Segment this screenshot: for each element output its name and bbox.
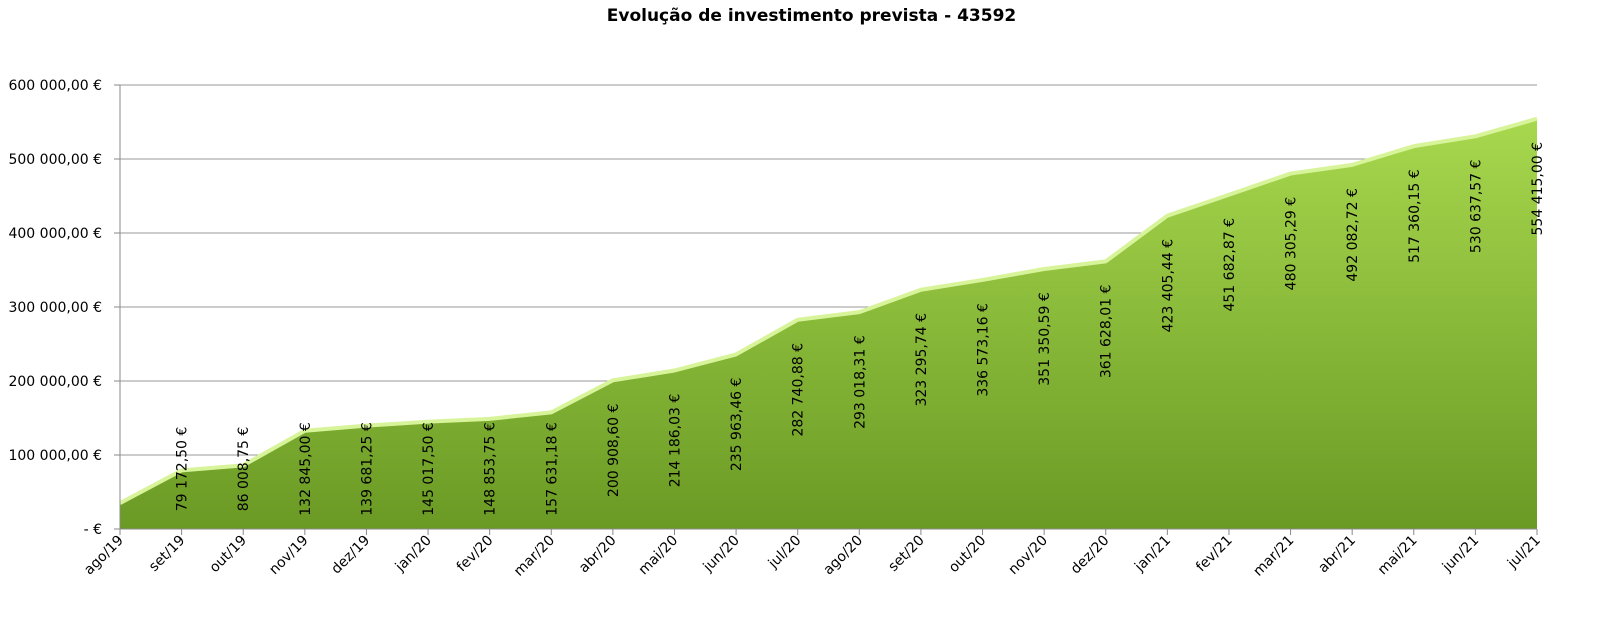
data-label: 351 350,59 € [1037,292,1053,386]
y-tick-label: 500 000,00 € [8,152,102,168]
data-label: 86 008,75 € [236,427,252,512]
x-tick-label: out/20 [946,533,989,576]
y-tick-label: 200 000,00 € [8,374,102,390]
x-tick-label: jan/20 [392,533,435,576]
x-tick-label: fev/21 [1193,533,1236,576]
x-tick-label: abr/21 [1315,533,1359,577]
y-tick-label: 300 000,00 € [8,300,102,316]
y-axis-ticks: - € 100 000,00 € 200 000,00 € 300 000,00 € 4… [8,78,102,538]
data-label: 235 963,46 € [729,378,745,472]
x-tick-label: nov/19 [266,533,311,578]
data-label: 480 305,29 € [1284,197,1300,291]
data-label: 423 405,44 € [1160,239,1176,333]
data-label: 200 908,60 € [606,404,622,498]
x-tick-label: abr/20 [576,533,620,577]
x-tick-label: jun/20 [700,533,743,576]
x-tick-label: set/19 [146,533,188,575]
x-tick-label: mai/21 [1375,533,1421,579]
x-tick-label: out/19 [207,533,250,576]
data-labels: 79 172,50 € 86 008,75 € 132 845,00 € 139 68… [175,142,1546,516]
x-tick-label: ago/20 [820,533,866,579]
x-tick-label: mai/20 [636,533,682,579]
data-label: 336 573,16 € [976,303,992,397]
data-label: 451 682,87 € [1222,218,1238,312]
x-tick-label: jul/20 [765,533,805,573]
x-tick-label: set/20 [885,533,927,575]
y-tick-label: - € [84,522,102,538]
x-tick-label: jul/21 [1504,533,1544,573]
data-label: 139 681,25 € [359,422,375,516]
data-label: 554 415,00 € [1530,142,1546,236]
data-label: 214 186,03 € [667,394,683,488]
data-label: 530 637,57 € [1468,160,1484,254]
data-label: 517 360,15 € [1407,169,1423,263]
data-label: 323 295,74 € [914,313,930,407]
x-tick-label: jan/21 [1131,533,1174,576]
data-label: 282 740,88 € [791,343,807,437]
data-label: 361 628,01 € [1099,285,1115,379]
y-tick-label: 400 000,00 € [8,226,102,242]
data-label: 145 017,50 € [421,422,437,516]
y-tick-label: 100 000,00 € [8,448,102,464]
x-tick-label: fev/20 [454,533,497,576]
x-tick-label: dez/19 [328,533,373,578]
x-tick-label: mar/20 [511,533,558,580]
x-tick-label: jun/21 [1439,533,1482,576]
y-tick-label: 600 000,00 € [8,78,102,94]
x-tick-label: dez/20 [1068,533,1113,578]
area-series [119,116,1538,529]
x-tick-label: mar/21 [1250,533,1297,580]
axes [119,85,1537,530]
data-label: 132 845,00 € [298,422,314,516]
chart-title: Evolução de investimento prevista - 4359… [606,6,1017,26]
area-top-line [119,116,1538,505]
data-label: 293 018,31 € [852,335,868,429]
data-label: 79 172,50 € [175,427,191,512]
data-label: 157 631,18 € [544,422,560,516]
x-tick-label: nov/20 [1006,533,1051,578]
data-label: 492 082,72 € [1345,188,1361,282]
data-label: 148 853,75 € [483,422,499,516]
x-tick-label: ago/19 [81,533,127,579]
area-fill [120,118,1537,529]
x-axis-ticks: ago/19 set/19 out/19 nov/19 dez/19 jan/20 fev/… [81,529,1544,580]
